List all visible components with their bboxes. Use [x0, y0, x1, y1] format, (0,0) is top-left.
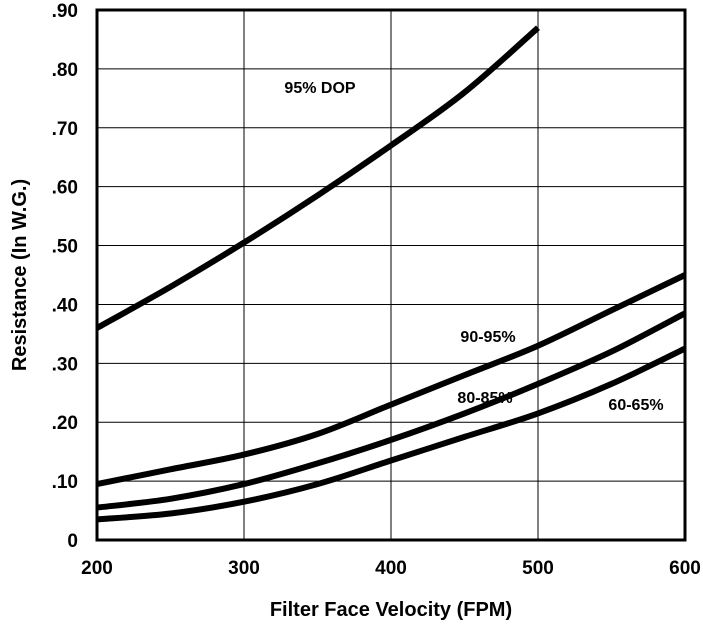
y-tick-label: .10 — [52, 472, 78, 493]
y-tick-label: .50 — [52, 237, 78, 258]
y-tick-label: .30 — [52, 354, 78, 375]
x-axis-title: Filter Face Velocity (FPM) — [270, 599, 512, 621]
y-tick-label: .60 — [52, 178, 78, 199]
curve-label: 90-95% — [460, 329, 515, 346]
y-tick-label: .80 — [52, 60, 78, 81]
series-line-1 — [95, 25, 540, 331]
x-tick-label: 300 — [228, 558, 260, 579]
curve-label: 95% DOP — [284, 80, 355, 97]
tick-labels: 200 300 400 500 600 0 .10 .20 .30 .40 .50 .60 .70 .80… — [52, 1, 701, 579]
y-tick-label: .90 — [52, 1, 78, 22]
y-axis-title: Resistance (In W.G.) — [9, 179, 31, 371]
curve-label: 60-65% — [608, 397, 663, 414]
y-tick-label: 0 — [67, 531, 78, 552]
y-tick-label: .20 — [52, 413, 78, 434]
curves — [95, 25, 687, 523]
y-tick-label: .70 — [52, 119, 78, 140]
series-line-3 — [96, 310, 687, 511]
plot-frame — [95, 8, 687, 542]
curve-labels: 95% DOP 90-95% 80-85% 60-65% — [284, 80, 663, 414]
x-tick-label: 200 — [81, 558, 113, 579]
series-line-2 — [96, 272, 687, 488]
curve-label: 80-85% — [457, 390, 512, 407]
series-line-4 — [96, 345, 687, 523]
y-tick-label: .40 — [52, 295, 78, 316]
x-tick-label: 500 — [522, 558, 554, 579]
grid — [97, 10, 685, 540]
x-tick-label: 600 — [669, 558, 701, 579]
x-tick-label: 400 — [375, 558, 407, 579]
